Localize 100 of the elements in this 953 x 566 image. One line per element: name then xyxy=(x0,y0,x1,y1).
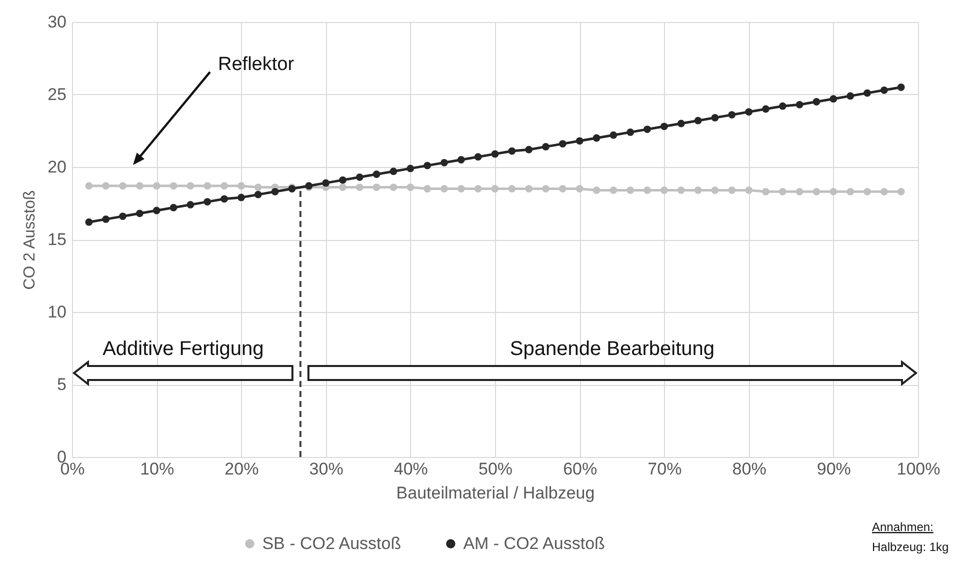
point xyxy=(610,131,618,139)
point xyxy=(440,158,448,166)
point xyxy=(372,184,380,191)
point xyxy=(102,216,110,223)
point xyxy=(592,134,600,142)
point xyxy=(457,156,465,164)
point xyxy=(508,185,516,192)
point xyxy=(170,182,178,190)
point xyxy=(778,102,786,110)
point xyxy=(271,188,279,196)
point xyxy=(254,184,262,191)
point xyxy=(237,194,245,202)
point xyxy=(220,195,228,203)
point xyxy=(204,182,212,190)
point xyxy=(558,185,566,192)
point xyxy=(592,186,600,194)
point xyxy=(525,185,533,192)
point xyxy=(508,147,516,155)
point xyxy=(85,182,93,190)
point xyxy=(322,179,330,187)
point xyxy=(339,176,346,184)
point xyxy=(152,206,160,214)
x-tick-label: 80% xyxy=(732,460,766,478)
y-axis-title: CO 2 Ausstoß xyxy=(22,190,39,290)
point xyxy=(237,182,245,190)
y-tick-label: 5 xyxy=(57,375,66,394)
x-tick-label: 20% xyxy=(224,460,259,478)
point xyxy=(830,95,838,103)
point xyxy=(610,186,618,194)
point xyxy=(186,182,194,190)
point xyxy=(491,150,499,158)
x-tick-label: 50% xyxy=(478,460,513,478)
point xyxy=(390,184,398,191)
point xyxy=(762,105,770,113)
point xyxy=(812,98,820,106)
point xyxy=(542,185,550,192)
y-tick-label: 10 xyxy=(48,302,66,322)
point xyxy=(558,140,566,148)
point xyxy=(864,89,871,97)
annotation: Additive Fertigung xyxy=(102,338,264,360)
legend-label: AM - CO2 Ausstoß xyxy=(463,534,605,553)
x-tick-label: 30% xyxy=(309,460,344,478)
point xyxy=(846,92,854,100)
x-tick-label: 100% xyxy=(896,460,940,478)
text: Halbzeug: 1kg xyxy=(872,540,949,554)
point xyxy=(356,184,364,191)
point xyxy=(390,168,398,176)
point xyxy=(102,182,110,190)
y-tick-label: 30 xyxy=(48,12,66,32)
point xyxy=(474,185,482,192)
x-tick-label: 10% xyxy=(140,460,174,478)
point xyxy=(204,198,212,206)
point xyxy=(728,111,736,118)
x-tick-label: 90% xyxy=(816,460,851,478)
point xyxy=(339,184,346,191)
text: Annahmen: xyxy=(872,520,934,534)
point xyxy=(474,153,482,161)
point xyxy=(644,186,651,194)
point xyxy=(711,114,719,122)
point xyxy=(626,128,634,136)
x-tick-label: 70% xyxy=(648,460,682,478)
point xyxy=(85,218,93,226)
point xyxy=(694,116,702,124)
point xyxy=(830,188,838,196)
point xyxy=(424,185,432,192)
point xyxy=(677,186,685,194)
point xyxy=(694,186,702,194)
point xyxy=(576,137,584,145)
x-axis-title: Bauteilmaterial / Halbzeug xyxy=(396,484,595,502)
point xyxy=(186,201,194,208)
point xyxy=(525,146,533,154)
point xyxy=(778,188,786,196)
point xyxy=(660,122,668,130)
point xyxy=(660,186,668,194)
point xyxy=(119,182,126,190)
point xyxy=(136,182,144,190)
y-tick-label: 15 xyxy=(48,230,66,249)
point xyxy=(796,188,804,196)
point xyxy=(372,170,380,178)
point xyxy=(220,182,228,190)
point xyxy=(745,186,753,194)
annotation: Reflektor xyxy=(218,54,295,75)
point xyxy=(677,120,685,128)
x-tick-label: 60% xyxy=(563,460,598,478)
point xyxy=(457,185,465,192)
point xyxy=(626,186,634,194)
point xyxy=(356,173,364,181)
point xyxy=(711,186,719,194)
point xyxy=(152,182,160,190)
y-tick-label: 25 xyxy=(48,85,66,104)
point xyxy=(406,164,414,172)
point xyxy=(745,108,753,116)
point xyxy=(796,100,804,108)
point xyxy=(424,162,432,170)
point xyxy=(576,185,584,192)
point xyxy=(846,188,854,196)
point xyxy=(864,188,871,196)
point xyxy=(440,185,448,192)
point xyxy=(728,186,736,194)
annotation: Spanende Bearbeitung xyxy=(510,338,715,360)
